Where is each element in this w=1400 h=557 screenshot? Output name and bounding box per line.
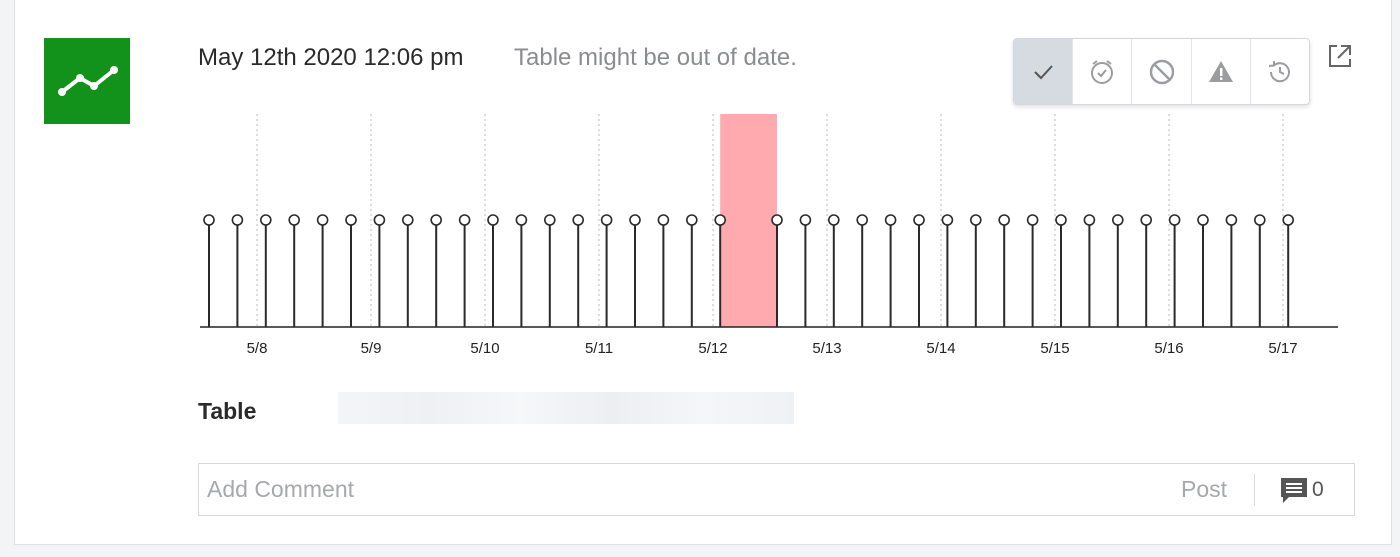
stem-point — [856, 214, 869, 226]
ban-icon — [1149, 59, 1174, 84]
snooze-button[interactable] — [1073, 39, 1133, 104]
stem-point — [1083, 214, 1096, 226]
stem-point — [657, 214, 670, 226]
comment-box: Post 0 — [198, 463, 1355, 516]
stem-point — [260, 214, 272, 226]
stem-point — [203, 214, 215, 226]
stem-point — [515, 214, 528, 226]
highlight-band — [720, 114, 777, 327]
stem-point — [373, 214, 386, 226]
x-tick-label: 5/14 — [926, 340, 955, 357]
history-button[interactable] — [1251, 39, 1309, 104]
table-name-value — [338, 392, 794, 424]
table-label: Table — [198, 398, 257, 424]
post-button[interactable]: Post — [1181, 476, 1228, 502]
stem-point — [600, 214, 613, 226]
stem-point — [685, 214, 698, 226]
alarm-clock-icon — [1091, 59, 1114, 84]
stem-point — [1282, 214, 1294, 226]
ignore-button[interactable] — [1132, 39, 1192, 104]
x-tick-label: 5/11 — [585, 340, 613, 357]
external-link-icon[interactable] — [1326, 42, 1354, 70]
x-tick-label: 5/15 — [1040, 340, 1069, 357]
acknowledge-button[interactable] — [1014, 39, 1074, 104]
stem-point — [1225, 214, 1238, 226]
stem-point — [629, 214, 641, 226]
checkmark-icon — [1034, 64, 1053, 79]
stem-point — [1197, 214, 1209, 226]
stem-point — [402, 214, 414, 226]
stem-point — [714, 214, 727, 226]
stem-point — [572, 214, 585, 226]
stem-point — [1055, 214, 1067, 226]
stem-point — [316, 214, 329, 226]
stem-point — [913, 214, 925, 226]
warning-icon — [1208, 60, 1233, 82]
x-tick-label: 5/10 — [470, 340, 499, 357]
comment-input[interactable] — [199, 464, 1159, 515]
trend-line-icon — [44, 38, 130, 124]
stem-point — [884, 214, 897, 226]
stem-point — [941, 214, 954, 226]
stem-point — [771, 214, 783, 226]
stem-point — [827, 214, 840, 226]
x-tick-label: 5/12 — [698, 340, 727, 357]
stem-point — [1168, 214, 1181, 226]
timestamp: May 12th 2020 12:06 pm — [198, 44, 464, 71]
stem-point — [231, 214, 244, 226]
stem-point — [998, 214, 1011, 226]
stem-point — [487, 214, 499, 226]
status-toolbar — [1013, 38, 1310, 105]
divider — [1254, 474, 1255, 506]
x-tick-label: 5/8 — [247, 340, 268, 357]
comment-icon — [1281, 478, 1307, 503]
stale-warning-text: Table might be out of date. — [514, 44, 797, 71]
history-icon — [1268, 60, 1290, 82]
stem-point — [969, 214, 982, 226]
x-tick-label: 5/16 — [1154, 340, 1183, 357]
stem-point — [799, 214, 812, 226]
x-tick-label: 5/9 — [361, 340, 382, 357]
comment-count: 0 — [1312, 478, 1324, 501]
stem-point — [288, 214, 300, 226]
x-tick-label: 5/13 — [812, 340, 841, 357]
stem-point — [1254, 214, 1266, 226]
stem-point — [543, 214, 556, 226]
stem-point — [1026, 214, 1039, 226]
stem-point — [1140, 214, 1153, 226]
x-tick-label: 5/17 — [1268, 340, 1297, 357]
stem-point — [345, 214, 357, 226]
flag-issue-button[interactable] — [1192, 39, 1251, 104]
stem-point — [1111, 214, 1124, 226]
stem-point — [458, 214, 471, 226]
comments-toggle[interactable]: 0 — [1279, 475, 1324, 505]
status-timeline-chart: 5/8 5/9 5/10 5/11 5/12 5/13 5/14 5/15 5/16 5/17 — [200, 114, 1338, 357]
stem-point — [430, 214, 443, 226]
